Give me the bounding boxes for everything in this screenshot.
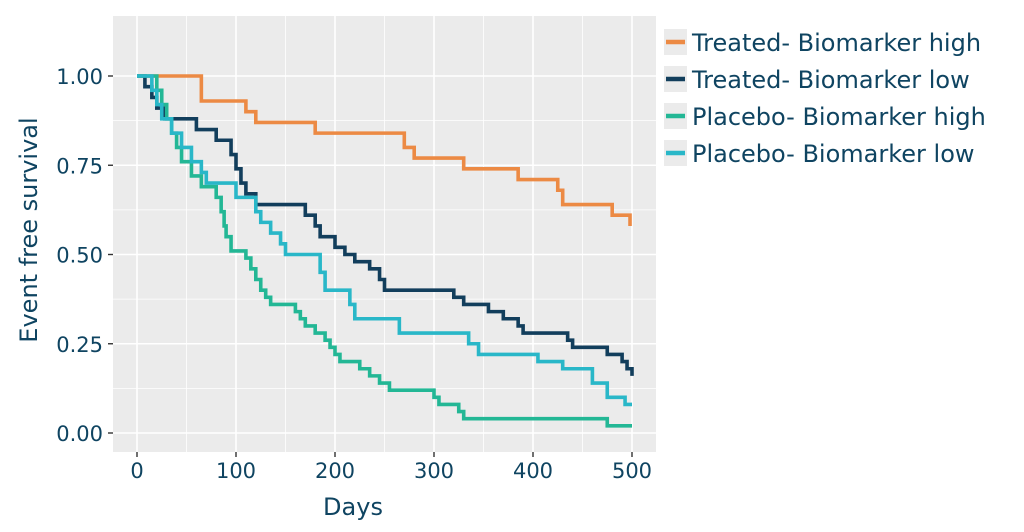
tick-labels: 0 100 200 300 400 500 0.00 0.25 0.50 0.75 1.00 bbox=[56, 65, 652, 483]
x-tick-label: 200 bbox=[315, 459, 355, 483]
series-line-1 bbox=[137, 74, 632, 226]
legend-label-4: Placebo- Biomarker low bbox=[692, 140, 975, 168]
y-axis-title: Event free survival bbox=[15, 117, 43, 342]
legend-label-3: Placebo- Biomarker high bbox=[692, 103, 986, 131]
legend: Treated- Biomarker high Treated- Biomarke… bbox=[664, 29, 986, 168]
axis-ticks bbox=[108, 75, 633, 457]
y-tick-label: 0.25 bbox=[56, 333, 103, 357]
y-tick-label: 0.75 bbox=[56, 154, 103, 178]
gridlines bbox=[113, 16, 656, 452]
x-axis-title: Days bbox=[323, 493, 383, 521]
x-tick-label: 100 bbox=[216, 459, 256, 483]
y-tick-label: 1.00 bbox=[56, 65, 103, 89]
y-tick-label: 0.00 bbox=[56, 422, 103, 446]
series-line-4 bbox=[137, 74, 632, 407]
legend-label-1: Treated- Biomarker high bbox=[691, 29, 981, 57]
series-line-2 bbox=[137, 74, 634, 376]
series-line-3 bbox=[137, 74, 632, 428]
x-tick-label: 300 bbox=[414, 459, 454, 483]
y-tick-label: 0.50 bbox=[56, 244, 103, 268]
survival-curves bbox=[137, 74, 634, 428]
legend-label-2: Treated- Biomarker low bbox=[691, 66, 970, 94]
x-tick-label: 0 bbox=[130, 459, 143, 483]
x-tick-label: 400 bbox=[513, 459, 553, 483]
x-tick-label: 500 bbox=[612, 459, 652, 483]
